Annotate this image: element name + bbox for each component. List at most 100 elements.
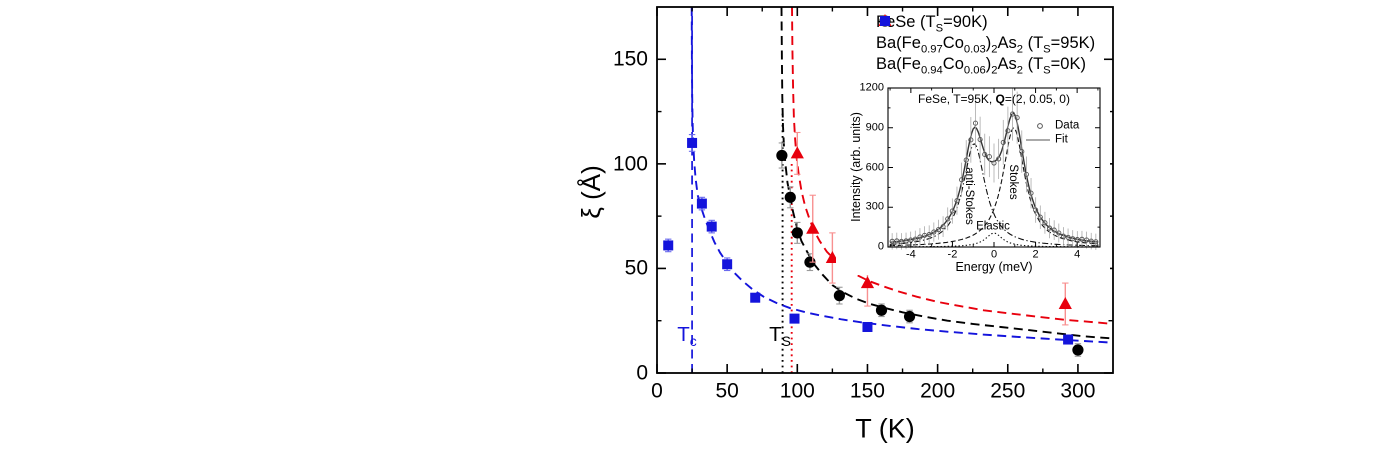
inset-data-marker bbox=[935, 227, 941, 233]
inset-data-marker bbox=[986, 154, 992, 160]
inset-data-marker bbox=[1023, 171, 1029, 177]
main-y-tick-label: 0 bbox=[636, 361, 648, 385]
data-point-marker bbox=[875, 304, 888, 316]
inset-title-pre: FeSe, T=95K, bbox=[918, 92, 996, 106]
inset-data-marker bbox=[1056, 230, 1062, 236]
tc-label: Tc bbox=[677, 322, 697, 350]
main-y-tick-label: 150 bbox=[612, 47, 648, 71]
inset-data-marker bbox=[1033, 207, 1039, 213]
inset-data-marker bbox=[949, 208, 955, 214]
inset-data-marker bbox=[1042, 220, 1048, 226]
series-BaFe097Co003As2 bbox=[790, 131, 1072, 326]
inset-data-marker bbox=[931, 229, 937, 235]
inset-data-marker bbox=[1005, 128, 1011, 134]
inset-data-marker bbox=[1028, 190, 1034, 196]
inset-y-tick-label: 1200 bbox=[859, 81, 884, 94]
inset-data-marker bbox=[1000, 139, 1006, 145]
inset-data-marker bbox=[1065, 234, 1071, 240]
data-point-marker bbox=[806, 221, 820, 234]
inset-data-marker bbox=[926, 232, 932, 238]
inset-data-marker bbox=[1088, 238, 1094, 244]
data-point-marker bbox=[663, 240, 674, 251]
main-plot-frame bbox=[656, 6, 1114, 374]
data-point-marker bbox=[776, 149, 788, 162]
inset-legend-data-marker bbox=[1037, 123, 1043, 129]
inset-data-marker bbox=[1093, 239, 1099, 245]
main-legend: FeSe (TS=90K) Ba(Fe0.97Co0.03)2As2 (TS=95… bbox=[876, 13, 1095, 76]
inset-data-marker bbox=[977, 137, 983, 143]
data-point-marker bbox=[784, 191, 796, 203]
data-point-marker bbox=[696, 198, 707, 209]
inset-data-marker bbox=[954, 198, 960, 204]
main-x-tick-label: 200 bbox=[920, 379, 956, 403]
main-y-tick-label: 50 bbox=[624, 256, 648, 280]
data-point-marker bbox=[790, 146, 804, 159]
inset-title-q: Q bbox=[995, 92, 1005, 106]
elastic-annotation: Elastic bbox=[976, 220, 1010, 233]
inset-title-post: =(2, 0.05, 0) bbox=[1004, 92, 1070, 106]
inset-data-marker bbox=[889, 238, 895, 244]
main-x-tick-label: 300 bbox=[1060, 379, 1096, 403]
inset-data-marker bbox=[1014, 115, 1020, 121]
inset-x-tick-label: -2 bbox=[947, 248, 958, 261]
inset-data-marker bbox=[1079, 236, 1085, 242]
legend-label: Ba(Fe0.94Co0.06)2As2 (TS=0K) bbox=[876, 54, 1086, 77]
inset-data-marker bbox=[1009, 111, 1016, 117]
legend-label: FeSe (TS=90K) bbox=[876, 12, 988, 35]
inset-data-marker bbox=[1070, 236, 1076, 242]
inset-chart bbox=[836, 78, 1110, 275]
main-x-tick-label: 150 bbox=[849, 379, 885, 403]
data-point-marker bbox=[750, 292, 761, 303]
main-x-tick-label: 250 bbox=[990, 379, 1026, 403]
data-point-marker bbox=[789, 313, 800, 324]
ts-label: TS bbox=[769, 322, 791, 350]
data-point-marker bbox=[687, 137, 698, 148]
inset-data-marker bbox=[903, 238, 909, 244]
anti-stokes-annotation: anti-Stokes bbox=[962, 167, 975, 225]
inset-data-marker bbox=[1051, 227, 1057, 233]
inset-x-axis-label: Energy (meV) bbox=[955, 259, 1033, 274]
series-BaFe094Co006As2 bbox=[663, 134, 1074, 345]
inset-y-tick-label: 0 bbox=[877, 240, 884, 253]
inset-data-marker bbox=[912, 236, 918, 242]
inset-data-marker bbox=[1060, 233, 1066, 239]
legend-marker-square-icon bbox=[880, 16, 890, 26]
inset-y-tick-label: 300 bbox=[865, 200, 884, 213]
inset-data-marker bbox=[945, 216, 951, 222]
data-point-marker bbox=[825, 250, 839, 263]
data-point-marker bbox=[722, 259, 733, 270]
inset-x-tick-label: 2 bbox=[1032, 248, 1039, 261]
inset-x-tick-label: 0 bbox=[990, 248, 998, 261]
inset-data-marker bbox=[991, 160, 997, 166]
legend-row-BaFe094Co006As2: Ba(Fe0.94Co0.06)2As2 (TS=0K) bbox=[876, 16, 1095, 77]
inset-data-marker bbox=[1047, 225, 1053, 231]
inset-data-marker bbox=[1074, 237, 1080, 243]
main-x-tick-label: 50 bbox=[715, 379, 739, 403]
data-point-marker bbox=[1063, 334, 1074, 345]
inset-legend-fit-label: Fit bbox=[1055, 133, 1068, 146]
inset-data-marker bbox=[968, 137, 974, 143]
inset-data-marker bbox=[898, 238, 904, 244]
data-point-marker bbox=[860, 276, 875, 289]
inset-data-marker bbox=[996, 156, 1002, 162]
inset-data-marker bbox=[1037, 214, 1043, 220]
data-point-marker bbox=[1072, 344, 1084, 356]
inset-title: FeSe, T=95K, Q=(2, 0.05, 0) bbox=[918, 93, 1070, 105]
inset-data-marker bbox=[922, 232, 928, 238]
inset-data-marker bbox=[1019, 149, 1025, 155]
inset-data-marker bbox=[908, 237, 914, 243]
data-point-marker bbox=[862, 321, 873, 332]
inset-data-marker bbox=[1084, 237, 1090, 243]
legend-label: Ba(Fe0.97Co0.03)2As2 (TS=95K) bbox=[876, 33, 1096, 56]
fit-curve-BaFe094Co006As2 bbox=[690, 7, 1113, 344]
main-x-tick-label: 0 bbox=[651, 379, 663, 403]
legend-row-BaFe097Co003As2: Ba(Fe0.97Co0.03)2As2 (TS=95K) bbox=[876, 14, 1096, 56]
inset-data-marker bbox=[959, 177, 965, 183]
inset-y-tick-label: 600 bbox=[865, 161, 884, 173]
inset-x-tick-label: 4 bbox=[1074, 248, 1081, 261]
inset-legend-data-label: Data bbox=[1055, 119, 1080, 132]
main-x-axis-label: T (K) bbox=[855, 413, 915, 444]
inset-background bbox=[836, 78, 1110, 275]
